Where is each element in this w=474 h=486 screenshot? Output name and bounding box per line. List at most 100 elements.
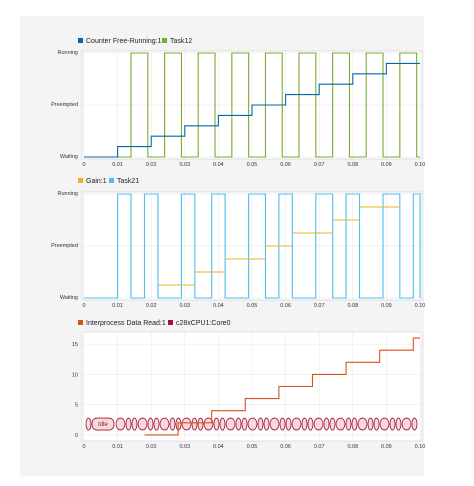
state-band-segment bbox=[323, 417, 330, 431]
legend-swatch-core0 bbox=[168, 320, 173, 325]
state-band-segment bbox=[169, 417, 176, 431]
state-band-segment bbox=[241, 417, 248, 431]
x-tick-label: 0 bbox=[82, 162, 85, 168]
legend-3: Interprocess Data Read:1 c28xCPU1:Core0 bbox=[78, 320, 231, 327]
state-band-segment bbox=[219, 417, 226, 431]
state-band-segment bbox=[197, 417, 204, 431]
x-tick-label: 0.06 bbox=[280, 162, 291, 168]
state-band-segment bbox=[357, 417, 368, 431]
y-tick-label: 10 bbox=[72, 372, 78, 378]
x-tick-label: 0.02 bbox=[146, 162, 157, 168]
state-band-segment bbox=[345, 417, 352, 431]
y-tick-labels-2: Running Preempted Waiting bbox=[51, 191, 78, 301]
x-tick-label: 0.01 bbox=[112, 303, 123, 309]
state-band-segment bbox=[203, 417, 214, 431]
state-band-segment bbox=[125, 417, 132, 431]
legend-2: Gain:1 Task21 bbox=[78, 178, 139, 185]
legend-1: Counter Free-Running:1 Task12 bbox=[78, 38, 192, 45]
y-tick-label-preempted-1: Preempted bbox=[51, 102, 78, 108]
series-line-task12 bbox=[84, 52, 420, 158]
chart-panel-1: Counter Free-Running:1 Task12 Running Pr… bbox=[51, 38, 425, 168]
x-tick-label: 0.06 bbox=[280, 444, 291, 450]
state-band-idle-label: Idle bbox=[98, 422, 108, 428]
state-band-segment bbox=[263, 417, 270, 431]
x-tick-label: 0.07 bbox=[314, 444, 325, 450]
x-tick-label: 0.01 bbox=[112, 162, 123, 168]
x-tick-label: 0.03 bbox=[179, 162, 190, 168]
state-band-segment bbox=[115, 417, 126, 431]
y-tick-label-waiting-2: Waiting bbox=[60, 295, 78, 301]
legend-swatch-task21 bbox=[109, 178, 114, 183]
x-tick-label: 0.08 bbox=[347, 444, 358, 450]
y-tick-label: 0 bbox=[75, 433, 78, 439]
x-tick-label: 0.02 bbox=[146, 303, 157, 309]
x-tick-label: 0.05 bbox=[247, 303, 258, 309]
legend-label-gain: Gain:1 bbox=[86, 178, 107, 185]
state-band-segment bbox=[401, 417, 412, 431]
legend-label-task12: Task12 bbox=[170, 38, 192, 45]
state-band-segment bbox=[307, 417, 314, 431]
x-tick-label: 0.09 bbox=[381, 444, 392, 450]
x-tick-label: 0.04 bbox=[213, 444, 224, 450]
x-tick-label: 0.07 bbox=[314, 303, 325, 309]
state-band-segment bbox=[85, 417, 92, 431]
state-band-segment bbox=[389, 417, 396, 431]
y-tick-label: 15 bbox=[72, 342, 78, 348]
state-band-segment bbox=[257, 417, 264, 431]
x-tick-label: 0.06 bbox=[280, 303, 291, 309]
x-tick-label: 0.09 bbox=[381, 303, 392, 309]
chart-panel-2: Gain:1 Task21 Running Preempted Waiting … bbox=[51, 178, 425, 309]
state-band-segment bbox=[411, 417, 418, 431]
state-band-segment bbox=[191, 417, 198, 431]
state-band-segment bbox=[159, 417, 170, 431]
x-tick-label: 0.05 bbox=[247, 444, 258, 450]
x-tick-label: 0.03 bbox=[179, 444, 190, 450]
x-tick-label: 0.07 bbox=[314, 162, 325, 168]
x-tick-label: 0.08 bbox=[347, 162, 358, 168]
legend-swatch-task12 bbox=[162, 38, 167, 43]
state-band-segment bbox=[147, 417, 154, 431]
state-band-segment bbox=[213, 417, 220, 431]
x-tick-label: 0.01 bbox=[112, 444, 123, 450]
chart-panel-3: Interprocess Data Read:1 c28xCPU1:Core0 … bbox=[72, 320, 425, 450]
state-band-segment bbox=[367, 417, 374, 431]
y-tick-label: 5 bbox=[75, 403, 78, 409]
state-band-segment bbox=[131, 417, 138, 431]
legend-label-interprocess: Interprocess Data Read:1 bbox=[86, 320, 166, 327]
state-band-idle bbox=[91, 417, 115, 431]
x-tick-label: 0.09 bbox=[381, 162, 392, 168]
x-tick-label: 0.04 bbox=[213, 303, 224, 309]
x-tick-label: 0 bbox=[82, 303, 85, 309]
x-tick-label: 0.03 bbox=[179, 303, 190, 309]
state-band-segment bbox=[329, 417, 336, 431]
state-band-segment bbox=[269, 417, 280, 431]
x-tick-label: 0.10 bbox=[415, 303, 426, 309]
state-band-segment bbox=[373, 417, 380, 431]
state-band-segment bbox=[379, 417, 390, 431]
series-line-task21 bbox=[84, 193, 421, 299]
legend-swatch-gain bbox=[78, 178, 83, 183]
state-band-segment bbox=[225, 417, 236, 431]
y-tick-label-waiting-1: Waiting bbox=[60, 154, 78, 160]
legend-label-task21: Task21 bbox=[117, 178, 139, 185]
y-tick-label-running-2: Running bbox=[58, 191, 79, 197]
legend-label-counter: Counter Free-Running:1 bbox=[86, 38, 162, 45]
y-tick-label-preempted-2: Preempted bbox=[51, 243, 78, 249]
x-tick-label: 0.10 bbox=[415, 162, 426, 168]
state-band-segment bbox=[153, 417, 160, 431]
x-tick-label: 0.10 bbox=[415, 444, 426, 450]
state-band-segment bbox=[291, 417, 302, 431]
state-band-segment bbox=[247, 417, 258, 431]
state-band-segment bbox=[279, 417, 286, 431]
state-band-segment bbox=[301, 417, 308, 431]
series-line-interprocess-data-read-1 bbox=[144, 337, 420, 436]
x-tick-label: 0 bbox=[82, 444, 85, 450]
x-tick-label: 0.08 bbox=[347, 303, 358, 309]
state-band-segment bbox=[285, 417, 292, 431]
x-tick-label: 0.05 bbox=[247, 162, 258, 168]
x-tick-label: 0.04 bbox=[213, 162, 224, 168]
legend-label-core0: c28xCPU1:Core0 bbox=[176, 320, 231, 327]
state-band-segment bbox=[351, 417, 358, 431]
x-tick-label: 0.02 bbox=[146, 444, 157, 450]
series-line-counter-free-running-1 bbox=[84, 62, 420, 158]
